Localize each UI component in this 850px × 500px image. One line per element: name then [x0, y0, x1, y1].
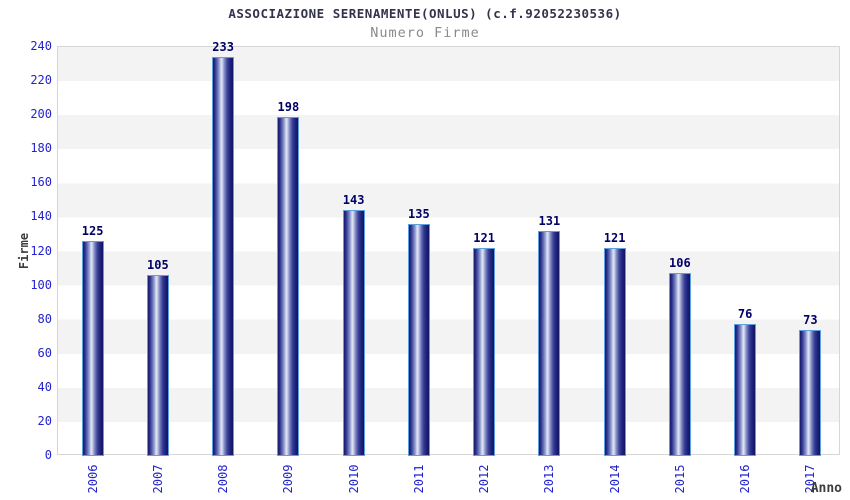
- y-tick-180: 180: [30, 141, 52, 156]
- y-tick-60: 60: [37, 345, 52, 360]
- bar-2013: [538, 230, 561, 456]
- y-tick-160: 160: [30, 175, 52, 190]
- x-tick-2012: 2012: [477, 464, 492, 494]
- bar-2011: [407, 223, 430, 456]
- x-tick-2011: 2011: [411, 464, 426, 494]
- y-axis-label: Firme: [17, 232, 31, 270]
- bar-value-label-2012: 121: [473, 230, 495, 245]
- bar-2009: [277, 116, 300, 456]
- y-tick-200: 200: [30, 107, 52, 122]
- bar-2012: [473, 247, 496, 456]
- x-tick-2014: 2014: [607, 464, 622, 494]
- bar-2016: [734, 324, 757, 456]
- y-tick-80: 80: [37, 311, 52, 326]
- y-tick-240: 240: [30, 39, 52, 53]
- bar-2007: [146, 275, 169, 456]
- x-tick-2009: 2009: [281, 464, 296, 494]
- bar-value-label-2011: 135: [408, 206, 430, 221]
- bar-2006: [81, 240, 104, 456]
- x-tick-2008: 2008: [216, 464, 231, 494]
- chart-title: ASSOCIAZIONE SERENAMENTE(ONLUS) (c.f.920…: [228, 6, 622, 21]
- bar-value-label-2006: 125: [81, 223, 104, 238]
- x-tick-2013: 2013: [542, 464, 557, 494]
- x-tick-2015: 2015: [672, 464, 687, 494]
- chart-subtitle: Numero Firme: [370, 25, 480, 41]
- y-tick-220: 220: [30, 73, 52, 88]
- plot-area: [57, 46, 840, 455]
- x-axis-label: Anno: [810, 481, 842, 496]
- x-tick-2006: 2006: [85, 464, 100, 494]
- y-tick-40: 40: [37, 379, 52, 394]
- bar-value-label-2014: 121: [603, 230, 626, 245]
- x-tick-2007: 2007: [150, 464, 165, 494]
- y-tick-20: 20: [37, 413, 52, 428]
- bar-value-label-2008: 233: [212, 39, 234, 54]
- bar-2015: [668, 273, 691, 456]
- x-tick-2010: 2010: [346, 464, 361, 494]
- bar-value-label-2010: 143: [342, 193, 365, 208]
- bar-value-label-2017: 73: [803, 312, 818, 327]
- y-tick-120: 120: [30, 243, 52, 258]
- bar-value-label-2013: 131: [538, 213, 561, 228]
- bar-2017: [799, 329, 822, 456]
- bar-2010: [342, 210, 365, 456]
- bar-2008: [212, 56, 235, 456]
- bar-2014: [603, 247, 626, 456]
- bar-value-label-2015: 106: [669, 256, 691, 271]
- x-tick-2016: 2016: [738, 464, 753, 494]
- bar-value-label-2016: 76: [737, 307, 753, 322]
- y-tick-0: 0: [44, 448, 52, 462]
- y-tick-140: 140: [30, 209, 52, 224]
- y-tick-100: 100: [30, 277, 52, 292]
- bar-value-label-2007: 105: [147, 258, 169, 273]
- bar-value-label-2009: 198: [277, 99, 300, 114]
